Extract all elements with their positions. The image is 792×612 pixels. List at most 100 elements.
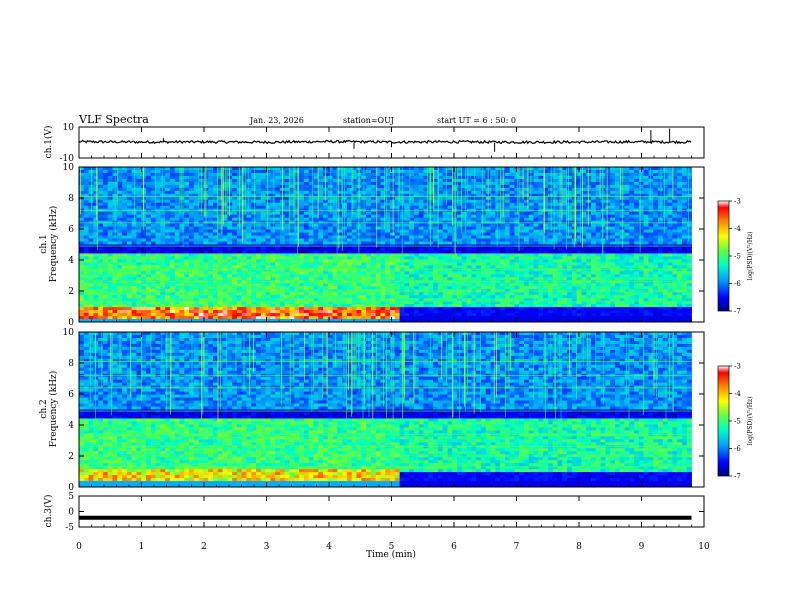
spectrogram-cell <box>342 304 348 308</box>
spectrogram-cell <box>504 167 511 171</box>
spectrogram-cell <box>452 274 458 278</box>
spectrogram-cell <box>265 241 271 245</box>
spectrogram-cell <box>318 277 324 281</box>
spectrogram-cell <box>284 286 290 290</box>
spectrogram-cell <box>141 286 147 290</box>
spectrogram-cell <box>452 169 458 174</box>
spectrogram-cell <box>423 241 429 245</box>
spectrogram-cell <box>160 196 166 201</box>
spectrogram-cell <box>160 229 166 233</box>
spectrogram-cell <box>265 247 271 251</box>
spectrogram-cell <box>150 220 156 225</box>
spectrogram-cell <box>457 232 463 236</box>
spectrogram-cell <box>184 232 190 236</box>
spectrogram-cell <box>79 175 85 180</box>
spectrogram-cell <box>447 313 453 317</box>
spectrogram-cell <box>126 202 133 207</box>
spectrogram-cell <box>385 184 391 189</box>
spectrogram-cell <box>495 265 501 269</box>
spectrogram-cell <box>332 259 338 263</box>
spectrogram-cell <box>356 307 362 311</box>
spectrogram-cell <box>528 277 534 281</box>
spectrogram-cell <box>150 169 156 174</box>
spectrogram-cell <box>413 169 420 174</box>
spectrogram-cell <box>504 253 511 257</box>
spectrogram-cell <box>227 268 233 272</box>
spectrogram-cell <box>83 250 89 254</box>
spectrogram-cell <box>155 292 161 296</box>
spectrogram-cell <box>461 295 467 299</box>
spectrogram-cell <box>471 250 477 254</box>
spectrogram-cell <box>327 307 334 311</box>
spectrogram-cell <box>366 304 372 308</box>
spectrogram-cell <box>390 172 396 177</box>
spectrogram-cell <box>495 295 501 299</box>
spectrogram-cell <box>299 226 305 230</box>
spectrogram-cell <box>270 184 276 189</box>
spectrogram-cell <box>337 167 343 171</box>
spectrogram-cell <box>509 205 515 210</box>
spectrogram-cell <box>241 167 247 171</box>
spectrogram-cell <box>442 178 448 183</box>
spectrogram-cell <box>145 256 152 260</box>
spectrogram-cell <box>198 301 204 305</box>
spectrogram-cell <box>131 202 137 207</box>
spectrogram-cell <box>246 172 252 177</box>
spectrogram-cell <box>174 319 180 323</box>
spectrogram-cell <box>160 271 166 275</box>
spectrogram-cell <box>313 271 319 275</box>
spectrogram-cell <box>413 262 420 266</box>
spectrogram-cell <box>404 319 410 323</box>
spectrogram-cell <box>375 301 381 305</box>
spectrogram-cell <box>256 298 262 302</box>
spectrogram-cell <box>375 295 381 299</box>
spectrogram-cell <box>442 271 448 275</box>
spectrogram-cell <box>351 190 357 195</box>
spectrogram-cell <box>299 304 305 308</box>
spectrogram-cell <box>155 313 161 317</box>
spectrogram-cell <box>193 229 200 233</box>
spectrogram-cell <box>189 295 195 299</box>
spectrogram-cell <box>251 310 257 314</box>
spectrogram-cell <box>117 304 123 308</box>
spectrogram-cell <box>447 226 453 230</box>
spectrogram-cell <box>504 304 511 308</box>
spectrogram-cell <box>370 169 377 174</box>
spectrogram-cell <box>284 313 290 317</box>
spectrogram-cell <box>356 316 362 320</box>
spectrogram-cell <box>256 247 262 251</box>
spectrogram-cell <box>193 202 200 207</box>
spectrogram-cell <box>351 304 357 308</box>
spectrogram-cell <box>500 217 506 222</box>
spectrogram-cell <box>102 175 109 180</box>
spectrogram-cell <box>385 223 391 228</box>
spectrogram-cell <box>390 274 396 278</box>
spectrogram-cell <box>174 283 180 287</box>
spectrogram-cell <box>193 262 200 266</box>
spectrogram-cell <box>289 307 295 311</box>
spectrogram-cell <box>265 235 271 239</box>
spectrogram-cell <box>236 274 243 278</box>
spectrogram-cell <box>160 238 166 242</box>
spectrogram-cell <box>102 304 109 308</box>
spectrogram-cell <box>122 250 128 254</box>
spectrogram-cell <box>208 167 214 171</box>
spectrogram-cell <box>145 190 152 195</box>
spectrogram-cell <box>370 262 377 266</box>
spectrogram-cell <box>117 268 123 272</box>
spectrogram-cell <box>241 211 247 216</box>
spectrogram-cell <box>289 214 295 219</box>
spectrogram-cell <box>327 214 334 219</box>
spectrogram-cell <box>370 220 377 225</box>
spectrogram-cell <box>447 241 453 245</box>
spectrogram-cell <box>83 277 89 281</box>
spectrogram-cell <box>189 298 195 302</box>
spectrogram-cell <box>145 167 152 171</box>
spectrogram-cell <box>361 295 367 299</box>
spectrogram-cell <box>126 235 133 239</box>
spectrogram-cell <box>480 298 487 302</box>
spectrogram-cell <box>380 307 386 311</box>
spectrogram-cell <box>198 232 204 236</box>
spectrogram-cell <box>299 175 305 180</box>
spectrogram-cell <box>514 232 520 236</box>
